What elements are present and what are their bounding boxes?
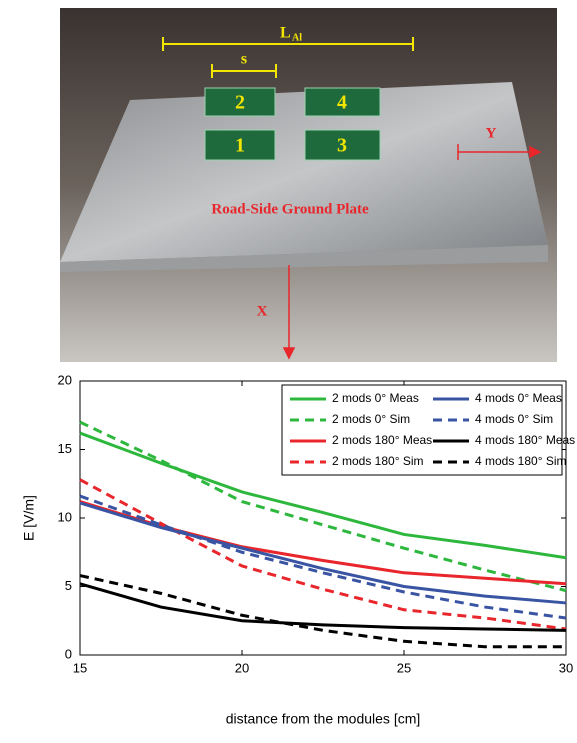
x-tick-label: 25 bbox=[397, 660, 411, 675]
ground-plate bbox=[60, 82, 548, 262]
spacing-label: s bbox=[241, 51, 247, 68]
y-tick-label: 0 bbox=[65, 646, 72, 661]
length-label: L bbox=[280, 25, 291, 42]
x-tick-label: 30 bbox=[559, 660, 573, 675]
y-direction-label: Y bbox=[486, 125, 497, 141]
module-label: 4 bbox=[337, 92, 347, 114]
module-label: 3 bbox=[337, 135, 347, 157]
y-axis-title: E [V/m] bbox=[21, 495, 37, 541]
legend-label: 2 mods 180° Sim bbox=[332, 454, 424, 468]
y-tick-label: 15 bbox=[58, 441, 72, 456]
y-tick-label: 20 bbox=[58, 372, 72, 387]
legend-label: 2 mods 0° Meas bbox=[332, 391, 419, 405]
x-tick-label: 15 bbox=[73, 660, 87, 675]
x-tick-label: 20 bbox=[235, 660, 249, 675]
y-tick-label: 5 bbox=[65, 578, 72, 593]
legend-label: 2 mods 0° Sim bbox=[332, 412, 410, 426]
legend-label: 4 mods 180° Sim bbox=[475, 454, 567, 468]
y-tick-label: 10 bbox=[58, 509, 72, 524]
legend-label: 2 mods 180° Meas bbox=[332, 433, 432, 447]
module-label: 1 bbox=[235, 135, 245, 157]
legend-label: 4 mods 180° Meas bbox=[475, 433, 575, 447]
legend-label: 4 mods 0° Sim bbox=[475, 412, 553, 426]
length-subscript: Al bbox=[292, 32, 302, 43]
x-axis-title: distance from the modules [cm] bbox=[226, 711, 421, 727]
module-label: 2 bbox=[235, 92, 245, 114]
legend-label: 4 mods 0° Meas bbox=[475, 391, 562, 405]
plate-label: Road-Side Ground Plate bbox=[211, 201, 369, 217]
figure: L Al s 2 4 1 3 Y Road-Side Ground Plate … bbox=[0, 0, 577, 738]
x-direction-label: X bbox=[257, 303, 268, 319]
